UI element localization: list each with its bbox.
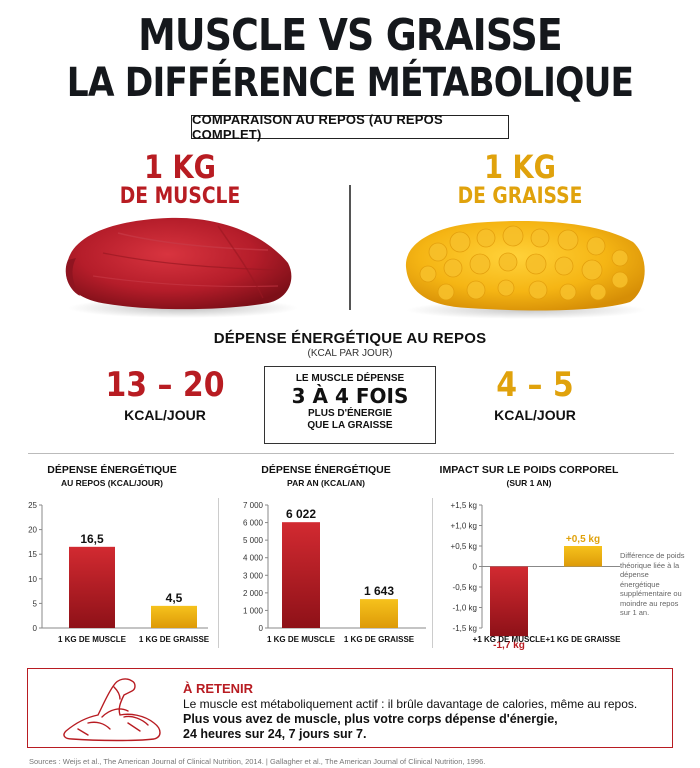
key-takeaway-title: À RETENIR bbox=[183, 681, 254, 696]
chart-daily-energy: DÉPENSE ÉNERGÉTIQUE AU REPOS (KCAL/JOUR)… bbox=[12, 460, 212, 655]
data-label: -1,7 kg bbox=[493, 640, 525, 651]
comparison-caption: COMPARAISON AU REPOS (AU REPOS COMPLET) bbox=[191, 112, 509, 142]
y-tick-label: 3 000 bbox=[243, 571, 264, 580]
category-label: 1 KG DE GRAISSE bbox=[139, 635, 210, 644]
bar-muscle bbox=[69, 546, 115, 628]
y-tick-label: +1,5 kg bbox=[451, 501, 477, 510]
y-tick-label: 0 bbox=[259, 624, 264, 633]
flexed-arm-muscle-icon bbox=[58, 673, 168, 743]
y-tick-label: +1,0 kg bbox=[451, 522, 477, 531]
panel-divider bbox=[432, 498, 433, 648]
y-tick-label: 15 bbox=[28, 550, 37, 559]
center-divider bbox=[349, 185, 351, 310]
y-tick-label: 4 000 bbox=[243, 554, 264, 563]
fat-energy-number: 4 – 5 bbox=[496, 365, 574, 405]
fat-energy-value: 4 – 5 KCAL/JOUR bbox=[450, 367, 620, 423]
chart-svg: 0 1 000 2 000 3 000 4 000 5 000 6 000 7 000 6 02… bbox=[243, 501, 426, 644]
fat-energy-unit: KCAL/JOUR bbox=[494, 407, 576, 423]
main-subtitle: LA DIFFÉRENCE MÉTABOLIQUE bbox=[66, 60, 634, 106]
muscle-heading: 1 KG DE MUSCLE bbox=[60, 150, 300, 210]
bar-fat bbox=[151, 605, 197, 628]
y-tick-label: 5 000 bbox=[243, 536, 264, 545]
data-label: +0,5 kg bbox=[566, 534, 600, 545]
data-label: 4,5 bbox=[166, 591, 183, 605]
category-label: 1 KG DE MUSCLE bbox=[58, 635, 127, 644]
y-tick-label: 2 000 bbox=[243, 589, 264, 598]
bar-fat bbox=[564, 546, 602, 567]
category-label: +1 KG DE GRAISSE bbox=[546, 635, 622, 644]
fat-label: DE GRAISSE bbox=[457, 184, 583, 209]
y-tick-label: 25 bbox=[28, 501, 37, 510]
muscle-energy-unit: KCAL/JOUR bbox=[124, 407, 206, 423]
muscle-energy-value: 13 – 20 KCAL/JOUR bbox=[80, 367, 250, 423]
chart-svg: 0 5 10 15 20 25 16,5 1 KG DE MUSCLE 4,5 1 KG DE G… bbox=[28, 501, 210, 644]
fat-image bbox=[398, 212, 652, 320]
category-label: 1 KG DE MUSCLE bbox=[267, 635, 336, 644]
comparison-line2: 3 À 4 FOIS bbox=[291, 384, 409, 408]
weight-impact-note: Différence de poids théorique liée à la … bbox=[620, 551, 685, 617]
key-takeaway-text: Le muscle est métaboliquement actif : il… bbox=[183, 697, 638, 711]
data-label: 6 022 bbox=[286, 507, 316, 521]
section-divider bbox=[28, 453, 674, 454]
energy-subtitle: (KCAL PAR JOUR) bbox=[307, 348, 393, 359]
comparison-line4: QUE LA GRAISSE bbox=[307, 420, 393, 431]
energy-title: DÉPENSE ÉNERGÉTIQUE AU REPOS bbox=[213, 330, 487, 347]
comparison-line1: LE MUSCLE DÉPENSE bbox=[295, 373, 405, 384]
key-takeaway-emphasis-2: 24 heures sur 24, 7 jours sur 7. bbox=[183, 727, 367, 741]
main-title: MUSCLE VS GRAISSE bbox=[138, 10, 563, 61]
key-takeaway-emphasis: Plus vous avez de muscle, plus votre cor… bbox=[183, 712, 558, 726]
chart-weight-impact: IMPACT SUR LE POIDS CORPOREL (SUR 1 AN) … bbox=[436, 460, 622, 655]
bar-fat bbox=[360, 599, 398, 628]
muscle-energy-number: 13 – 20 bbox=[105, 365, 225, 405]
sources: Sources : Weijs et al., The American Jou… bbox=[29, 757, 486, 766]
fat-heading: 1 KG DE GRAISSE bbox=[400, 150, 640, 210]
y-tick-label: 5 bbox=[33, 599, 38, 608]
y-tick-label: 6 000 bbox=[243, 519, 264, 528]
chart-title: DÉPENSE ÉNERGÉTIQUE bbox=[261, 464, 391, 476]
y-tick-label: 1 000 bbox=[243, 606, 264, 615]
y-tick-label: 7 000 bbox=[243, 501, 264, 510]
panel-divider bbox=[218, 498, 219, 648]
y-tick-label: -1,5 kg bbox=[453, 624, 477, 633]
bar-muscle bbox=[282, 522, 320, 628]
muscle-label: DE MUSCLE bbox=[119, 184, 241, 209]
chart-subtitle: (SUR 1 AN) bbox=[506, 478, 552, 488]
fat-amount: 1 KG bbox=[484, 148, 556, 186]
y-tick-label: -0,5 kg bbox=[453, 583, 477, 592]
y-tick-label: -1,0 kg bbox=[453, 604, 477, 613]
comparison-box: LE MUSCLE DÉPENSE 3 À 4 FOIS PLUS D'ÉNER… bbox=[264, 366, 436, 444]
y-tick-label: 20 bbox=[28, 526, 37, 535]
muscle-amount: 1 KG bbox=[144, 148, 216, 186]
key-takeaway-box bbox=[27, 668, 673, 748]
chart-title: DÉPENSE ÉNERGÉTIQUE bbox=[47, 464, 177, 476]
chart-subtitle: AU REPOS (KCAL/JOUR) bbox=[60, 478, 163, 488]
y-tick-label: 0 bbox=[473, 563, 478, 572]
data-label: 1 643 bbox=[364, 584, 394, 598]
y-tick-label: 0 bbox=[33, 624, 38, 633]
chart-svg: -1,5 kg -1,0 kg -0,5 kg 0 +0,5 kg +1,0 kg +1,5… bbox=[451, 501, 622, 651]
bar-muscle bbox=[490, 566, 528, 637]
y-tick-label: +0,5 kg bbox=[451, 542, 477, 551]
comparison-line3: PLUS D'ÉNERGIE bbox=[307, 408, 393, 419]
chart-subtitle: PAR AN (KCAL/AN) bbox=[287, 478, 365, 488]
category-label: +1 KG DE MUSCLE bbox=[473, 635, 546, 644]
muscle-meat-image bbox=[58, 208, 298, 320]
data-label: 16,5 bbox=[80, 532, 104, 546]
category-label: 1 KG DE GRAISSE bbox=[344, 635, 415, 644]
chart-title: IMPACT SUR LE POIDS CORPOREL bbox=[439, 464, 619, 476]
y-tick-label: 10 bbox=[28, 575, 37, 584]
